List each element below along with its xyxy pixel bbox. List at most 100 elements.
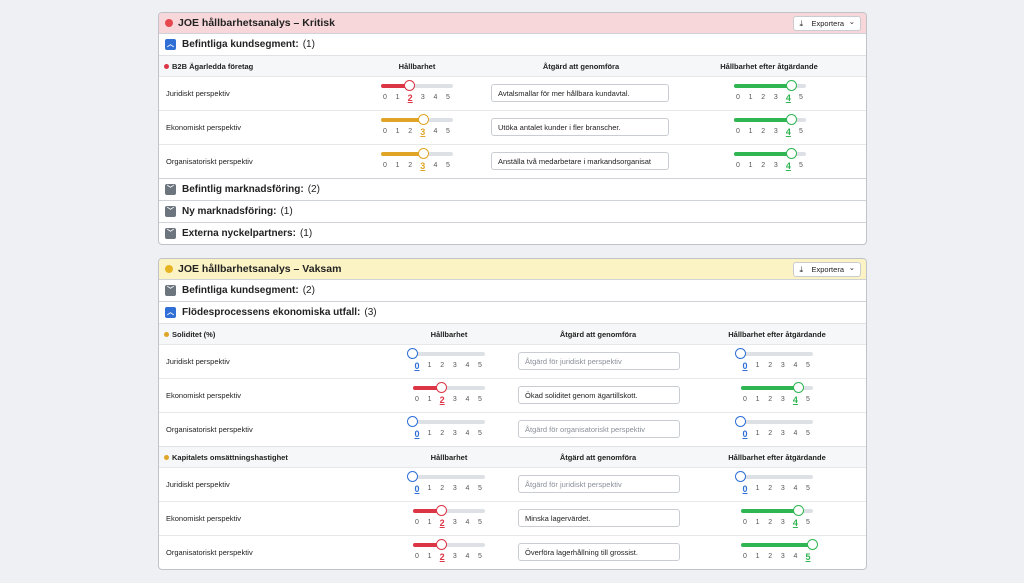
selected-value: 2 — [439, 518, 445, 528]
slider-fill — [413, 386, 442, 390]
action-input[interactable]: Anställa två medarbetare i markandsorgan… — [491, 152, 669, 170]
scale-label: 5 — [806, 430, 810, 437]
segment: Soliditet (%) — [164, 330, 215, 339]
scale-label: 5 — [478, 396, 482, 403]
scale-label: 5 — [478, 553, 482, 560]
table-header: Soliditet (%) Hållbarhet Åtgärd att genomf… — [159, 323, 866, 344]
scale-label: 4 — [793, 362, 798, 369]
selected-value: 3 — [420, 127, 426, 137]
selected-value: 4 — [785, 93, 791, 103]
scale-label: 2 — [768, 396, 773, 403]
action-input[interactable]: Ökad soliditet genom ägartillskott. — [518, 386, 680, 404]
slider-fill — [381, 84, 410, 88]
scale-label: 3 — [452, 362, 457, 369]
scale-label: 3 — [452, 519, 457, 526]
scale-label: 5 — [446, 94, 450, 101]
scale-label: 3 — [780, 485, 785, 492]
group-header[interactable]: ︿ Flödesprocessens ekonomiska utfall: (3) — [159, 301, 866, 323]
scale-label: 3 — [452, 396, 457, 403]
slider-knob[interactable] — [735, 348, 746, 359]
scale-label: 1 — [427, 430, 432, 437]
slider-knob[interactable] — [403, 80, 415, 91]
scale-label: 3 — [773, 128, 778, 135]
status-dot — [165, 19, 173, 27]
slider-knob[interactable] — [435, 539, 447, 550]
scale-label: 1 — [427, 396, 432, 403]
table-row: Organisatoriskt perspektiv 0 1 2 3 4 5 Anställa… — [159, 144, 866, 178]
action-input[interactable]: Utöka antalet kunder i fler branscher. — [491, 118, 669, 136]
row-label: Organisatoriskt perspektiv — [166, 548, 253, 557]
scale-label: 0 — [415, 396, 419, 403]
scale-label: 3 — [780, 553, 785, 560]
segment-label: Kapitalets omsättningshastighet — [172, 453, 288, 462]
scale-label: 5 — [446, 128, 450, 135]
scale-label: 5 — [478, 485, 482, 492]
slider-knob[interactable] — [407, 416, 418, 427]
segment-label: B2B Ägarledda företag — [172, 62, 254, 71]
table-header: Kapitalets omsättningshastighet Hållbarhe… — [159, 446, 866, 467]
slider-knob[interactable] — [435, 382, 447, 393]
status-dot — [165, 265, 173, 273]
toggle-icon: ﹀ — [165, 228, 176, 239]
scale-label: 1 — [395, 162, 400, 169]
column-header: Åtgärd att genomföra — [542, 62, 620, 71]
slider-track — [741, 352, 813, 356]
slider-knob[interactable] — [735, 471, 746, 482]
table-row: Ekonomiskt perspektiv 0 1 2 3 4 5 Minska lagerv… — [159, 501, 866, 535]
column-header: Hållbarhet — [430, 330, 468, 339]
slider-knob[interactable] — [735, 416, 746, 427]
scale-label: 5 — [799, 128, 803, 135]
slider-knob[interactable] — [785, 148, 797, 159]
selected-value: 0 — [742, 361, 748, 371]
analysis-panel: JOE hållbarhetsanalys – Vaksam Exportera ﹀… — [158, 258, 867, 570]
analysis-panel: JOE hållbarhetsanalys – Kritisk Exportera… — [158, 12, 867, 245]
scale-label: 2 — [768, 553, 773, 560]
slider-knob[interactable] — [792, 505, 804, 516]
action-input[interactable]: Åtgärd för juridiskt perspektiv — [518, 352, 680, 370]
group-header[interactable]: ﹀ Externa nyckelpartners: (1) — [159, 222, 866, 244]
scale-label: 5 — [806, 519, 810, 526]
slider-knob[interactable] — [807, 539, 818, 550]
export-button[interactable]: Exportera — [793, 15, 861, 31]
scale-label: 2 — [768, 485, 773, 492]
slider-knob[interactable] — [407, 348, 418, 359]
slider-knob[interactable] — [418, 148, 430, 159]
slider-knob[interactable] — [435, 505, 447, 516]
slider-fill — [734, 118, 792, 122]
group-header[interactable]: ﹀ Befintliga kundsegment: (2) — [159, 279, 866, 301]
group-header[interactable]: ︿ Befintliga kundsegment: (1) — [159, 33, 866, 55]
scale-label: 1 — [748, 128, 753, 135]
scale-label: 3 — [452, 430, 457, 437]
selected-value: 5 — [805, 552, 811, 562]
group-header[interactable]: ﹀ Ny marknadsföring: (1) — [159, 200, 866, 222]
row-label: Ekonomiskt perspektiv — [166, 391, 242, 400]
selected-value: 2 — [407, 93, 413, 103]
scale-label: 0 — [736, 162, 740, 169]
slider-knob[interactable] — [407, 471, 418, 482]
scale-label: 2 — [761, 162, 766, 169]
slider-knob[interactable] — [418, 114, 430, 125]
segment-dot — [164, 455, 169, 460]
slider-track — [413, 509, 485, 513]
scale-label: 5 — [478, 430, 482, 437]
action-input[interactable]: Åtgärd för organisatoriskt perspektiv — [518, 420, 680, 438]
action-input[interactable]: Åtgärd för juridiskt perspektiv — [518, 475, 680, 493]
action-input[interactable]: Minska lagervärdet. — [518, 509, 680, 527]
action-input[interactable]: Överföra lagerhållning till grossist. — [518, 543, 680, 561]
table-row: Juridiskt perspektiv 0 1 2 3 4 5 Åtgärd för jur… — [159, 344, 866, 378]
scale-label: 2 — [440, 485, 445, 492]
slider-track — [413, 352, 485, 356]
group-header[interactable]: ﹀ Befintlig marknadsföring: (2) — [159, 178, 866, 200]
selected-value: 2 — [439, 395, 445, 405]
action-input[interactable]: Avtalsmallar för mer hållbara kundavtal. — [491, 84, 669, 102]
scale-label: 4 — [433, 128, 438, 135]
slider-knob[interactable] — [792, 382, 804, 393]
column-header: Hållbarhet efter åtgärdande — [720, 62, 818, 71]
scale-label: 1 — [427, 553, 432, 560]
export-button[interactable]: Exportera — [793, 261, 861, 277]
scale-label: 0 — [383, 162, 387, 169]
slider-knob[interactable] — [785, 80, 797, 91]
scale-label: 3 — [780, 396, 785, 403]
slider-knob[interactable] — [785, 114, 797, 125]
